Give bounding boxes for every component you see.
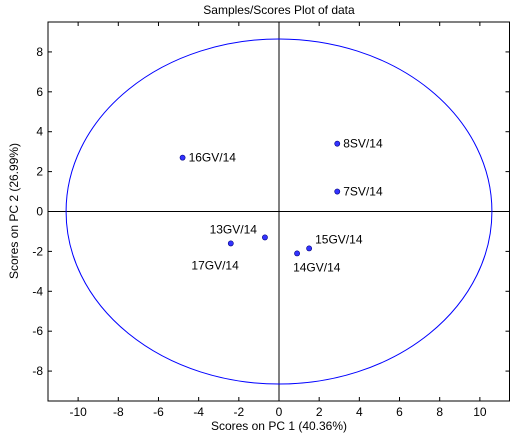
data-point bbox=[262, 234, 268, 241]
plot-area: -10 -8 -6 -4 -2 0 2 4 6 8 10 -8 -6 -4 -2 0 2 4 6 8 16GV/14 8S… bbox=[32, 21, 510, 419]
data-point bbox=[179, 154, 186, 161]
point-label: 7SV/14 bbox=[343, 185, 383, 199]
chart-title: Samples/Scores Plot of data bbox=[203, 3, 355, 17]
x-tick-label: -4 bbox=[193, 405, 204, 419]
x-axis-label: Scores on PC 1 (40.36%) bbox=[211, 419, 347, 433]
point-label: 17GV/14 bbox=[191, 258, 239, 272]
point-label: 15GV/14 bbox=[315, 232, 363, 246]
y-tick-label: 6 bbox=[36, 85, 43, 99]
x-tick-label: 10 bbox=[473, 405, 487, 419]
point-label: 13GV/14 bbox=[210, 222, 258, 236]
data-point bbox=[306, 245, 313, 252]
y-tick-label: -6 bbox=[32, 324, 43, 338]
confidence-ellipse bbox=[65, 38, 493, 385]
point-label: 8SV/14 bbox=[343, 137, 383, 151]
data-point bbox=[227, 240, 234, 247]
x-tick-label: -6 bbox=[153, 405, 164, 419]
y-tick-label: 4 bbox=[36, 125, 43, 139]
y-tick-label: 8 bbox=[36, 45, 43, 59]
point-label: 16GV/14 bbox=[189, 151, 237, 165]
y-tick-label: -2 bbox=[32, 244, 43, 258]
y-tick-label: 2 bbox=[36, 165, 43, 179]
x-tick-label: -2 bbox=[233, 405, 244, 419]
x-tick-label: -8 bbox=[113, 405, 124, 419]
x-tick-label: 0 bbox=[276, 405, 283, 419]
point-label: 14GV/14 bbox=[293, 260, 341, 274]
x-tick-label: -10 bbox=[69, 405, 87, 419]
data-point bbox=[334, 188, 341, 195]
y-tick-label: 0 bbox=[36, 205, 43, 219]
y-axis-label: Scores on PC 2 (26.99%) bbox=[7, 143, 21, 279]
data-point bbox=[294, 250, 300, 257]
x-tick-label: 8 bbox=[436, 405, 443, 419]
x-tick-label: 4 bbox=[356, 405, 363, 419]
data-point bbox=[334, 140, 341, 147]
x-tick-label: 2 bbox=[316, 405, 323, 419]
x-tick-label: 6 bbox=[396, 405, 403, 419]
y-tick-label: -4 bbox=[32, 284, 43, 298]
y-tick-label: -8 bbox=[32, 364, 43, 378]
